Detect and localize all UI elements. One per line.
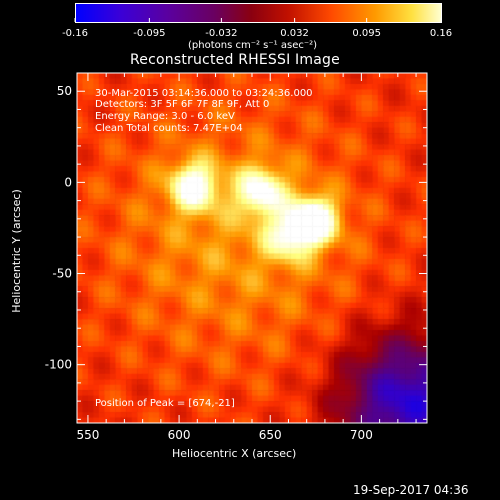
x-tick-label: 650 (259, 428, 282, 442)
y-tick-label: 0 (64, 175, 72, 189)
y-axis-label: Heliocentric Y (arcsec) (9, 189, 23, 313)
chart-title: Reconstructed RHESSI Image (130, 52, 340, 68)
y-tick-label: -50 (52, 267, 72, 281)
peak-position-annotation: Position of Peak = [674,-21] (95, 398, 235, 409)
colorbar (75, 3, 442, 23)
method-annotation: Clean Total counts: 7.47E+04 (95, 123, 243, 134)
x-axis-label: Heliocentric X (arcsec) (172, 447, 297, 460)
energy-annotation: Energy Range: 3.0 - 6.0 keV (95, 111, 235, 122)
colorbar-tick-label: -0.032 (205, 28, 237, 39)
detectors-annotation: Detectors: 3F 5F 6F 7F 8F 9F, Att 0 (95, 99, 270, 110)
colorbar-tick-label: 0.032 (280, 28, 309, 39)
footer-timestamp: 19-Sep-2017 04:36 (353, 483, 469, 497)
heatmap-image (77, 73, 427, 423)
colorbar-tick-label: -0.095 (133, 28, 165, 39)
colorbar-tick-label: 0.095 (352, 28, 381, 39)
x-tick-label: 550 (76, 428, 99, 442)
colorbar-units-label: (photons cm⁻² s⁻¹ asec⁻²) (188, 40, 318, 51)
x-tick-label: 700 (350, 428, 373, 442)
colorbar-ticks: -0.16 -0.095 -0.032 0.032 0.095 0.16 (62, 18, 452, 39)
colorbar-tick-label: 0.16 (430, 28, 452, 39)
x-tick-label: 600 (168, 428, 191, 442)
y-tick-label: 50 (57, 84, 72, 98)
time-range-annotation: 30-Mar-2015 03:14:36.000 to 03:24:36.000 (95, 88, 313, 99)
colorbar-tick-label: -0.16 (62, 28, 88, 39)
y-tick-label: -100 (45, 358, 72, 372)
